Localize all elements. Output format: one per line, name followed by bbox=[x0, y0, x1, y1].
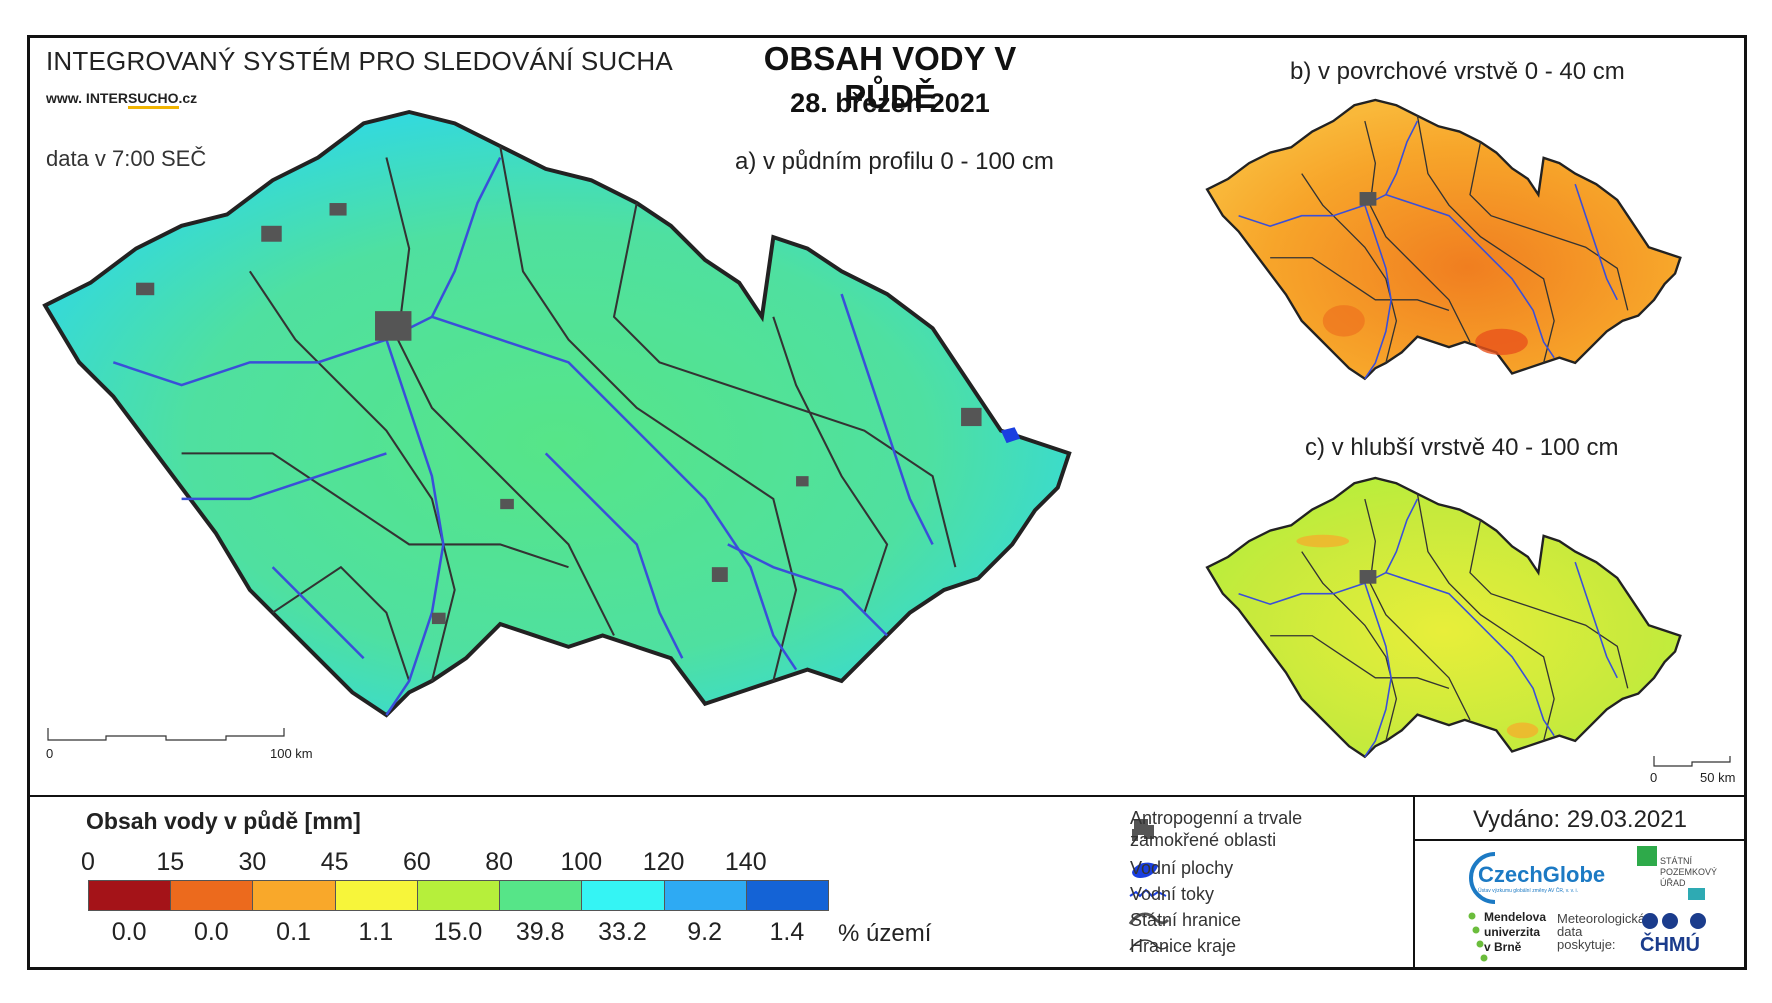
spu-logo-icon bbox=[1637, 846, 1657, 866]
chmu-note-line2: data bbox=[1557, 924, 1583, 939]
country-shape-a bbox=[42, 109, 1072, 718]
anthropogenic-area-icon bbox=[1132, 819, 1154, 841]
mendel-logo-text: Mendelova univerzita v Brně bbox=[1484, 910, 1546, 955]
scale-small-end: 50 km bbox=[1700, 770, 1736, 785]
map-a-soil-profile bbox=[42, 109, 1072, 718]
country-shape-b bbox=[1205, 98, 1682, 381]
anthropogenic-line1: Antropogenní a trvale bbox=[1130, 808, 1303, 828]
legend-tick-7: 120 bbox=[642, 848, 685, 876]
legend-percent-7: 9.2 bbox=[687, 918, 723, 946]
data-time: data v 7:00 SEČ bbox=[46, 146, 207, 171]
spu-line1: STÁTNÍ bbox=[1660, 856, 1693, 866]
scale-bar-small bbox=[1653, 756, 1731, 767]
water-body-a bbox=[1000, 427, 1021, 444]
map-b-surface-layer bbox=[1205, 98, 1682, 381]
system-title: INTEGROVANÝ SYSTÉM PRO SLEDOVÁNÍ SUCHA bbox=[46, 46, 673, 76]
region-border-icon bbox=[1129, 939, 1169, 951]
scale-main-start: 0 bbox=[46, 746, 54, 761]
region-borders-a bbox=[181, 145, 957, 682]
legend-swatch-7 bbox=[663, 880, 747, 911]
chmu-logo-icon bbox=[1642, 913, 1706, 929]
legend-swatch-1 bbox=[170, 880, 254, 911]
czechglobe-logo-sub: Ústav výzkumu globální změny AV ČR, v. v… bbox=[1478, 888, 1579, 894]
urban-areas-a bbox=[136, 203, 982, 625]
legend-swatch-6 bbox=[581, 880, 665, 911]
legend-tick-6: 100 bbox=[560, 848, 603, 876]
water-body-icon bbox=[1132, 862, 1158, 878]
mendel-line3: v Brně bbox=[1484, 940, 1522, 954]
legend-tick-5: 80 bbox=[485, 848, 514, 876]
water-streams-label: Vodní toky bbox=[1130, 884, 1215, 904]
legend-title: Obsah vody v půdě [mm] bbox=[86, 808, 361, 834]
legend-swatch-8 bbox=[745, 880, 829, 911]
state-border-icon bbox=[1128, 912, 1170, 925]
legend-tick-2: 30 bbox=[238, 848, 267, 876]
mendel-line1: Mendelova bbox=[1484, 910, 1547, 924]
map-c-label: c) v hlubší vrstvě 40 - 100 cm bbox=[1305, 434, 1619, 461]
legend-divider bbox=[27, 795, 1747, 797]
region-border-label: Hranice kraje bbox=[1130, 936, 1237, 956]
legend-tick-8: 140 bbox=[724, 848, 767, 876]
map-b-label: b) v povrchové vrstvě 0 - 40 cm bbox=[1290, 58, 1625, 85]
chmu-note: Meteorologická data poskytuje: bbox=[1557, 912, 1645, 951]
country-shape-c bbox=[1205, 476, 1682, 759]
legend-percent-5: 39.8 bbox=[515, 918, 565, 946]
legend-percent-6: 33.2 bbox=[598, 918, 647, 946]
chmu-note-line1: Meteorologická bbox=[1557, 911, 1646, 926]
water-stream-icon bbox=[1129, 888, 1167, 898]
legend-tick-3: 45 bbox=[320, 848, 349, 876]
state-border-label: Státní hranice bbox=[1130, 910, 1242, 930]
chmu-note-line3: poskytuje: bbox=[1557, 937, 1616, 952]
anthropogenic-line2: zamokřené oblasti bbox=[1130, 830, 1277, 850]
spu-line3: ÚŘAD bbox=[1660, 878, 1686, 888]
map-c-deeper-layer bbox=[1205, 476, 1682, 759]
scale-bar-main bbox=[47, 728, 285, 741]
legend-percent-0: 0.0 bbox=[111, 918, 147, 946]
map-a-label: a) v půdním profilu 0 - 100 cm bbox=[735, 148, 1054, 175]
scale-main-end: 100 km bbox=[270, 746, 313, 761]
czechglobe-logo-text: CzechGlobe bbox=[1478, 862, 1606, 887]
legend-percent-8: 1.4 bbox=[769, 918, 805, 946]
legend-swatch-3 bbox=[334, 880, 418, 911]
spu-logo-text: STÁTNÍ POZEMKOVÝ ÚŘAD bbox=[1660, 856, 1717, 889]
legend-tick-0: 0 bbox=[81, 848, 95, 876]
mendel-logo-dots bbox=[1468, 912, 1488, 962]
spu-line2: POZEMKOVÝ bbox=[1660, 867, 1718, 877]
website-suffix: .cz bbox=[178, 90, 198, 106]
legend-percent-unit: % území bbox=[838, 920, 932, 947]
website-link[interactable]: www. INTERSUCHO.cz bbox=[46, 90, 198, 109]
legend-swatch-5 bbox=[499, 880, 583, 911]
legend-percent-1: 0.0 bbox=[193, 918, 229, 946]
legend-swatch-4 bbox=[416, 880, 501, 911]
spu-logo-icon-2 bbox=[1688, 888, 1705, 900]
main-date: 28. březen 2021 bbox=[790, 88, 990, 118]
mendel-line2: univerzita bbox=[1484, 925, 1541, 939]
issue-divider-horizontal bbox=[1413, 839, 1747, 841]
issue-divider-vertical bbox=[1413, 795, 1415, 970]
website-highlight: SUCHO bbox=[127, 90, 179, 109]
legend-percent-4: 15.0 bbox=[433, 918, 483, 946]
website-prefix: www. INTER bbox=[46, 90, 128, 106]
legend-swatch-2 bbox=[252, 880, 336, 911]
water-bodies-label: Vodní plochy bbox=[1130, 858, 1234, 878]
legend-percent-3: 1.1 bbox=[358, 918, 394, 946]
legend-swatch-0 bbox=[88, 880, 172, 911]
chmu-logo-text: ČHMÚ bbox=[1640, 934, 1700, 956]
scale-small-start: 0 bbox=[1650, 770, 1658, 785]
main-title: OBSAH VODY V PŮDĚ bbox=[763, 40, 1017, 115]
legend-tick-1: 15 bbox=[156, 848, 185, 876]
czechglobe-logo-icon bbox=[1469, 852, 1496, 904]
issued-date: Vydáno: 29.03.2021 bbox=[1473, 806, 1687, 833]
legend-tick-4: 60 bbox=[402, 848, 431, 876]
legend-percent-2: 0.1 bbox=[276, 918, 311, 946]
